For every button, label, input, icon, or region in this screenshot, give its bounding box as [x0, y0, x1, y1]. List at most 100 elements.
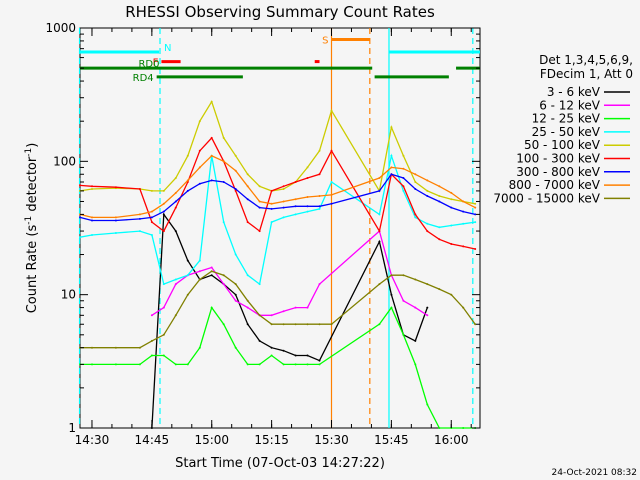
- series-line-2: [80, 306, 476, 429]
- legend: Det 1,3,4,5,6,9, FDecim 1, Att 0 3 - 6 k…: [493, 53, 633, 205]
- series-point-5-18: [318, 173, 321, 176]
- series-point-8-26: [450, 293, 453, 296]
- series-point-2-15: [282, 363, 285, 366]
- series-point-5-24: [426, 230, 429, 233]
- series-point-5-13: [258, 230, 261, 233]
- series-point-4-28: [474, 202, 477, 205]
- series-point-0-15: [378, 240, 381, 243]
- flag-bars: NF S RD0 RD4: [80, 35, 480, 84]
- y-tick-label-1: 10: [61, 288, 76, 302]
- series-point-7-15: [282, 200, 285, 203]
- series-point-4-11: [234, 154, 237, 157]
- series-point-2-16: [294, 363, 297, 366]
- legend-header-line1: Det 1,3,4,5,6,9,: [539, 53, 633, 67]
- series-point-4-8: [198, 120, 201, 123]
- series-point-5-19: [330, 149, 333, 152]
- x-tick-label-0: 14:30: [75, 433, 110, 447]
- series-point-8-6: [174, 314, 177, 317]
- series-point-5-9: [210, 136, 213, 139]
- series-point-6-3: [138, 217, 141, 220]
- series-point-3-18: [318, 207, 321, 210]
- series-point-7-27: [462, 200, 465, 203]
- series-point-0-7: [234, 293, 237, 296]
- series-point-5-2: [114, 186, 117, 189]
- series-point-4-25: [438, 195, 441, 197]
- series-point-8-12: [246, 299, 249, 302]
- flag-label-2: F: [153, 58, 159, 69]
- series-point-8-15: [282, 323, 285, 326]
- series-point-7-8: [198, 166, 201, 169]
- series-point-5-8: [198, 149, 201, 152]
- series-point-6-1: [91, 219, 93, 222]
- series-point-2-26: [462, 427, 465, 429]
- series-point-8-16: [294, 323, 297, 326]
- series-point-4-4: [150, 189, 153, 192]
- series-point-8-4: [150, 339, 153, 342]
- series-point-0-8: [246, 323, 249, 326]
- series-point-4-23: [414, 181, 417, 183]
- series-point-3-1: [91, 234, 93, 236]
- series-point-0-2: [174, 230, 177, 233]
- series-point-6-16: [294, 205, 297, 208]
- series-point-5-5: [162, 230, 165, 233]
- series-point-5-26: [450, 243, 453, 245]
- series-point-2-4: [150, 354, 153, 357]
- series-point-3-15: [282, 216, 285, 219]
- series-point-3-25: [438, 226, 441, 229]
- series-point-8-28: [474, 323, 477, 326]
- series-point-7-17: [306, 196, 309, 198]
- series-point-5-6: [174, 206, 177, 209]
- series-point-3-13: [258, 283, 261, 286]
- series-point-7-6: [174, 191, 177, 194]
- series-point-2-22: [414, 363, 417, 366]
- series-point-6-7: [186, 189, 189, 192]
- series-point-8-19: [330, 323, 333, 326]
- series-point-7-14: [270, 202, 273, 205]
- series-point-7-4: [150, 210, 153, 213]
- series-point-2-12: [246, 363, 249, 366]
- timestamp: 24-Oct-2021 08:32: [552, 468, 637, 478]
- series-point-8-27: [462, 306, 465, 309]
- series-point-3-12: [246, 274, 249, 277]
- series-point-2-18: [318, 363, 321, 366]
- series-point-1-14: [318, 283, 321, 286]
- series-point-3-24: [426, 222, 429, 225]
- x-tick-label-6: 16:00: [434, 433, 469, 447]
- series-point-7-9: [210, 154, 213, 157]
- series-point-1-1: [162, 306, 165, 309]
- series-point-7-10: [222, 160, 225, 163]
- series-point-7-21: [390, 166, 393, 169]
- series-point-8-25: [438, 288, 441, 291]
- series-point-5-25: [438, 238, 441, 241]
- flag-label-5: RD0: [138, 59, 159, 70]
- series-point-1-4: [198, 270, 201, 273]
- series-point-3-17: [306, 210, 309, 213]
- series-point-7-19: [330, 193, 333, 196]
- x-tick-label-1: 14:45: [135, 433, 170, 447]
- series-point-6-20: [378, 189, 381, 192]
- series-point-3-11: [234, 253, 237, 256]
- series-point-7-1: [91, 216, 93, 219]
- y-label-end: ): [25, 143, 40, 148]
- series-point-3-28: [474, 221, 477, 224]
- series-point-5-22: [402, 185, 405, 188]
- legend-label-3: 25 - 50 keV: [532, 125, 601, 139]
- series-point-4-9: [210, 100, 213, 103]
- series-point-7-12: [246, 185, 249, 188]
- series-line-1: [151, 229, 428, 316]
- series-point-8-20: [378, 283, 381, 286]
- series-point-2-20: [390, 306, 393, 309]
- series-point-4-22: [402, 154, 405, 157]
- series-point-6-9: [210, 179, 213, 182]
- x-axis-label: Start Time (07-Oct-03 14:27:22): [175, 456, 385, 471]
- series-point-1-0: [150, 314, 153, 317]
- x-tick-label-5: 15:45: [374, 433, 409, 447]
- series-point-4-12: [246, 173, 249, 176]
- series-point-6-22: [402, 177, 405, 179]
- series-point-2-19: [378, 323, 381, 326]
- axes: 14:30 14:45 15:00 15:15 15:30 15:45 16:00 1 10 10…: [45, 21, 480, 447]
- series-point-8-2: [114, 346, 117, 349]
- series-point-8-22: [402, 274, 405, 277]
